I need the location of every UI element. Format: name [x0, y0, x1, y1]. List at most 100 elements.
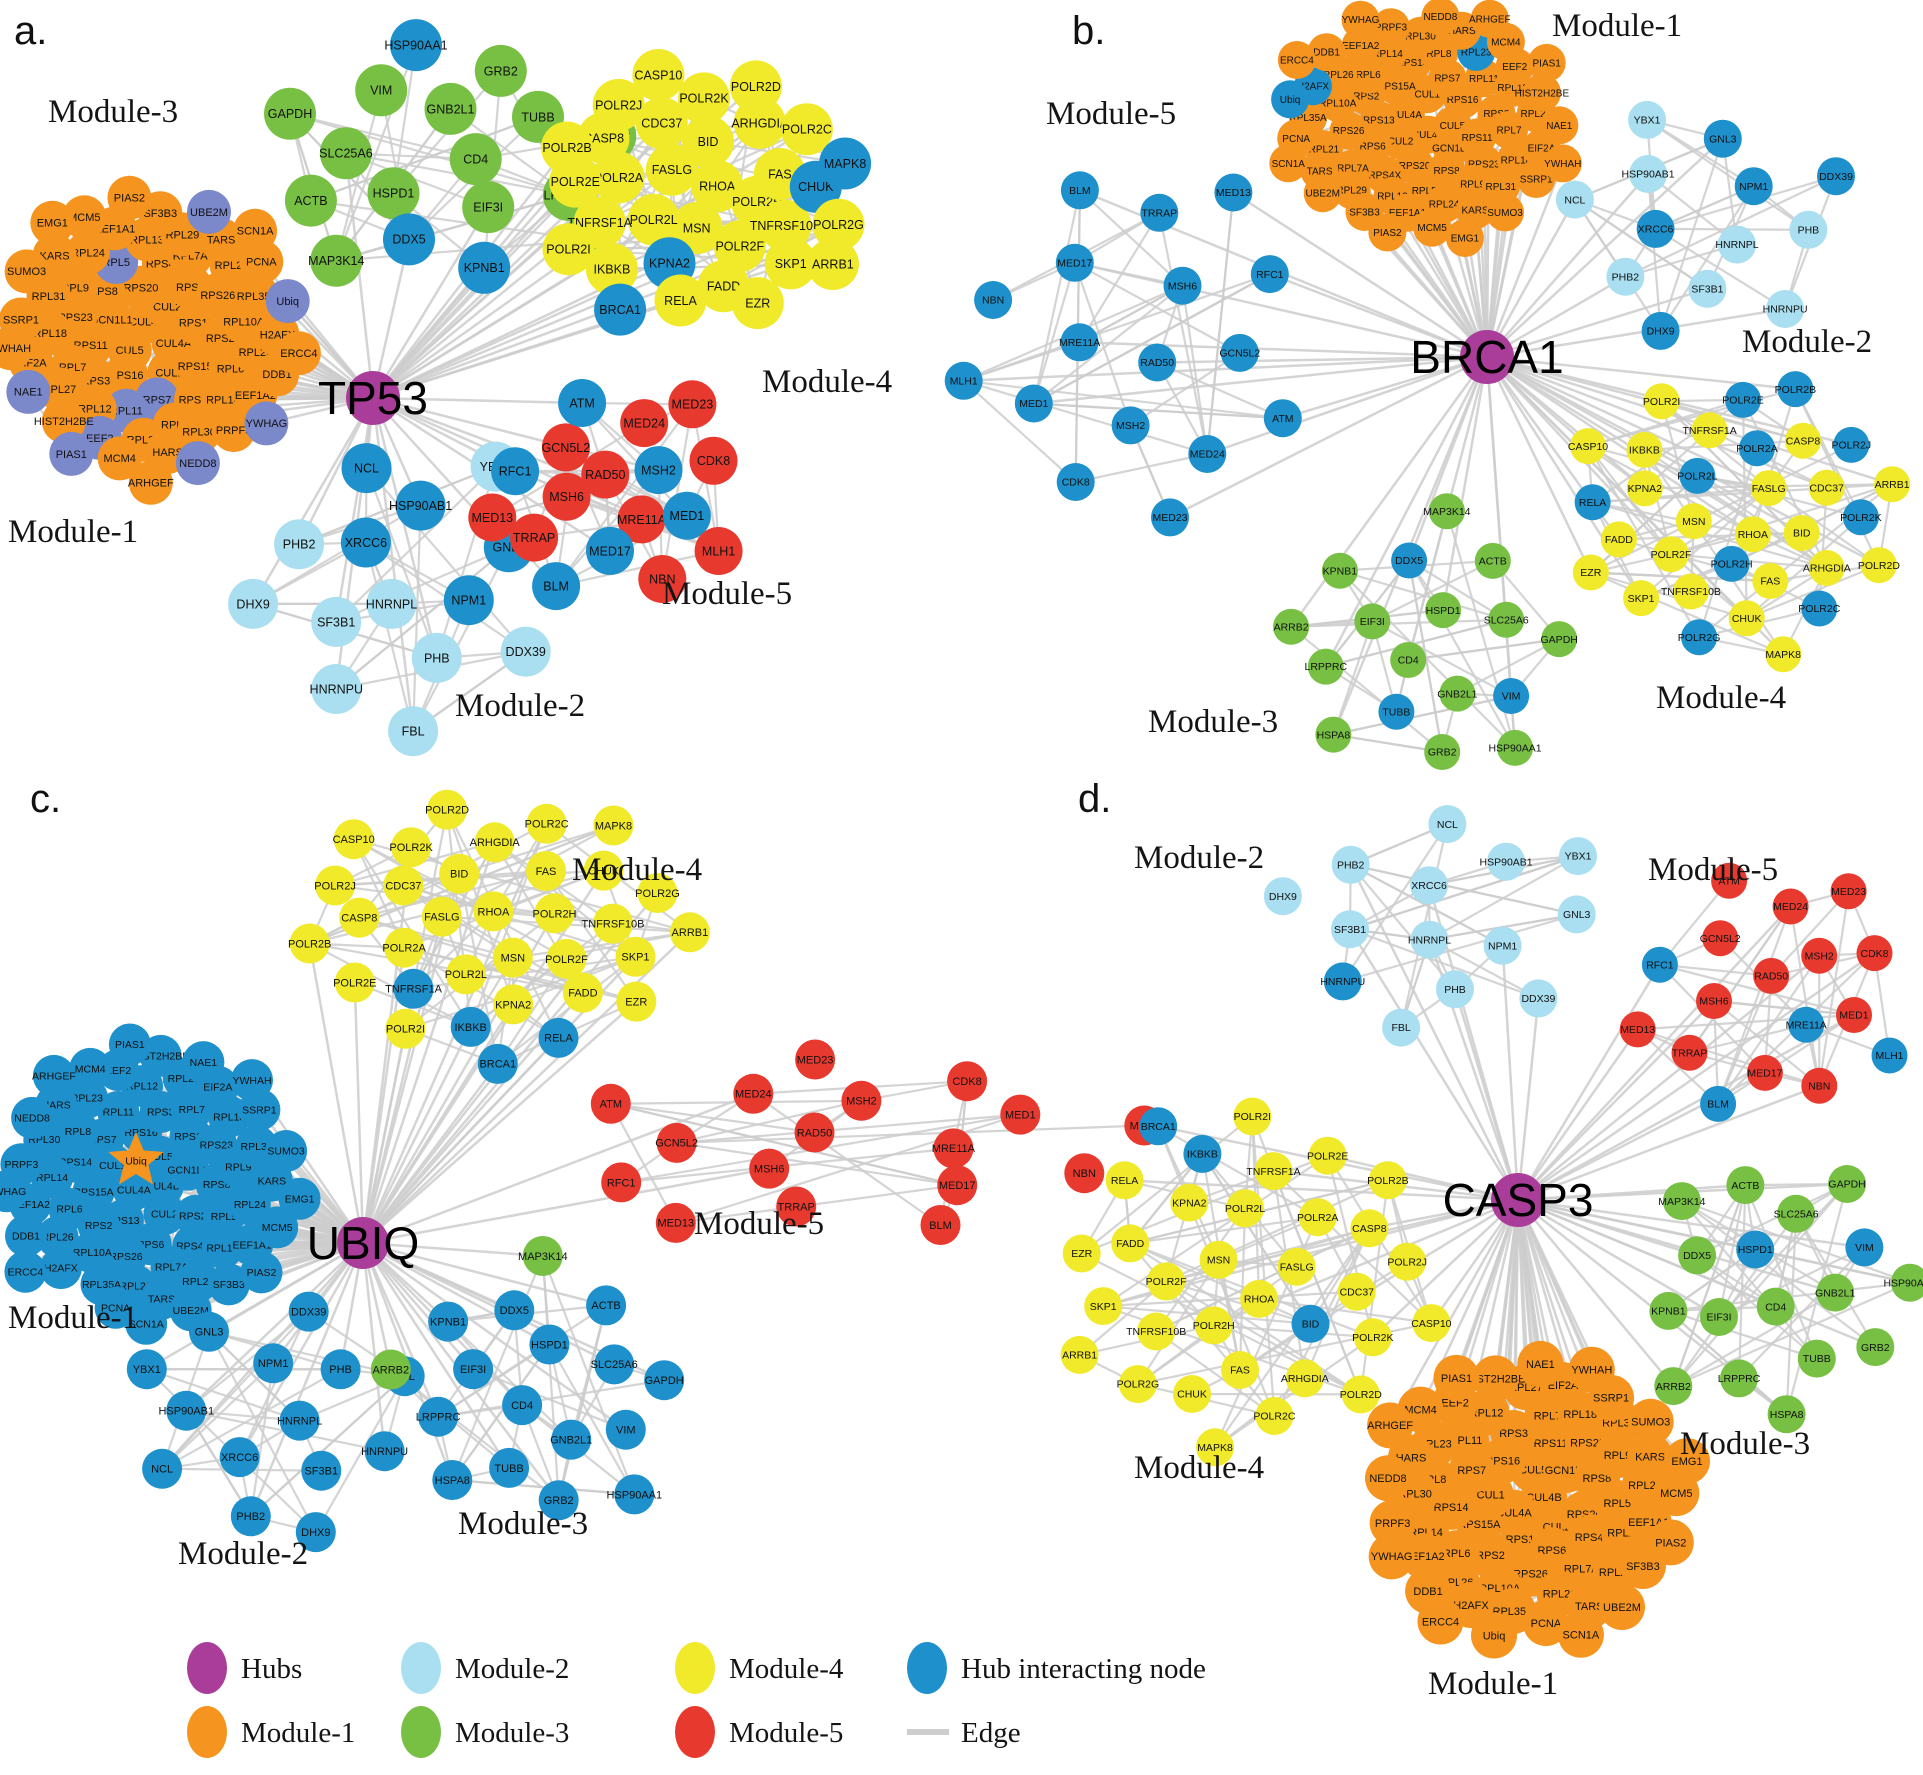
node-PIAS1[interactable]: [49, 431, 94, 476]
node-YWHAG[interactable]: [1368, 1533, 1415, 1580]
node-MAPK8[interactable]: [819, 137, 872, 190]
node-RAD50[interactable]: [1753, 957, 1790, 994]
node-PRPF3[interactable]: [211, 408, 256, 452]
node-HSP90AA1[interactable]: [1891, 1263, 1923, 1302]
node-ACTB[interactable]: [586, 1285, 627, 1326]
node-MAPK8[interactable]: [593, 805, 634, 846]
node-POLR2J[interactable]: [1833, 426, 1870, 463]
node-SUMO3[interactable]: [4, 249, 49, 294]
node-DHX9[interactable]: [1263, 877, 1302, 916]
node-VIM[interactable]: [355, 64, 408, 117]
node-SF3B1[interactable]: [311, 596, 362, 647]
node-HSPD1[interactable]: [1425, 592, 1462, 629]
node-RPL26[interactable]: [36, 1216, 79, 1258]
node-RHOA[interactable]: [473, 891, 514, 932]
node-EMG1[interactable]: [30, 200, 75, 245]
node-EZR[interactable]: [1062, 1234, 1101, 1273]
node-GRB2[interactable]: [474, 44, 527, 97]
node-SF3B1[interactable]: [301, 1450, 342, 1491]
node-CASP10[interactable]: [1412, 1304, 1451, 1343]
node-GRB2[interactable]: [1856, 1328, 1895, 1367]
node-MAPK8[interactable]: [1196, 1428, 1234, 1467]
node-LRPPRC[interactable]: [1307, 648, 1344, 685]
node-GCN5L2[interactable]: [1702, 920, 1739, 957]
hub-node-TP53[interactable]: [346, 371, 400, 425]
node-POLR2K[interactable]: [1353, 1318, 1392, 1357]
node-PIAS1[interactable]: [1433, 1354, 1480, 1401]
node-POLR2E[interactable]: [334, 962, 375, 1003]
node-TRRAP[interactable]: [776, 1186, 817, 1227]
node-SF3B3[interactable]: [207, 1263, 250, 1306]
node-HNRNPL[interactable]: [1718, 225, 1756, 264]
node-POLR2G[interactable]: [1118, 1365, 1157, 1404]
node-MED23[interactable]: [668, 380, 717, 429]
node-POLR2L[interactable]: [1679, 457, 1716, 494]
node-SKP1[interactable]: [1084, 1287, 1123, 1326]
node-NAE1[interactable]: [1517, 1340, 1564, 1387]
node-VIM[interactable]: [1845, 1228, 1884, 1267]
node-SCN1A[interactable]: [125, 1302, 168, 1345]
node-HSP90AB1[interactable]: [166, 1390, 207, 1431]
node-HSP90AB1[interactable]: [395, 480, 446, 531]
node-POLR2G[interactable]: [1681, 619, 1718, 656]
node-CDK8[interactable]: [689, 436, 738, 485]
node-MSH2[interactable]: [1111, 406, 1150, 445]
node-PIAS2[interactable]: [1368, 213, 1407, 252]
node-YWHAG[interactable]: [0, 1170, 28, 1213]
node-POLR2H[interactable]: [1713, 545, 1750, 582]
node-SKP1[interactable]: [764, 237, 817, 290]
node-KPNB1[interactable]: [428, 1301, 469, 1342]
node-POLR2D[interactable]: [427, 789, 468, 830]
node-GNL3[interactable]: [189, 1311, 229, 1352]
node-TUBB[interactable]: [1797, 1339, 1836, 1378]
node-DDX39[interactable]: [1817, 157, 1855, 196]
node-MED17[interactable]: [937, 1165, 978, 1206]
node-Ubiq[interactable]: [265, 279, 310, 324]
node-MRE11A[interactable]: [1788, 1006, 1825, 1043]
node-EIF3I[interactable]: [453, 1349, 494, 1390]
node-POLR2G[interactable]: [812, 198, 865, 251]
node-ARRB2[interactable]: [1273, 608, 1310, 645]
node-PIAS2[interactable]: [240, 1251, 283, 1294]
node-DHX9[interactable]: [1641, 311, 1680, 350]
node-POLR2I[interactable]: [1643, 383, 1680, 420]
node-ACTB[interactable]: [1474, 542, 1511, 579]
node-SCN1A[interactable]: [1557, 1611, 1604, 1658]
node-RPL9[interactable]: [1594, 1432, 1641, 1479]
node-RELA[interactable]: [1105, 1161, 1144, 1200]
node-ARHGDIA[interactable]: [474, 822, 515, 863]
node-GNL3[interactable]: [1703, 119, 1742, 158]
node-MED13[interactable]: [655, 1202, 696, 1243]
node-HNRNPU[interactable]: [1323, 962, 1362, 1001]
node-KPNA2[interactable]: [493, 984, 534, 1025]
node-HNRNPL[interactable]: [279, 1400, 320, 1441]
node-GCN5L2[interactable]: [656, 1122, 697, 1163]
node-POLR2D[interactable]: [729, 60, 782, 113]
node-PIAS1[interactable]: [108, 1023, 151, 1066]
node-POLR2B[interactable]: [1368, 1161, 1407, 1200]
node-HSPD1[interactable]: [529, 1324, 570, 1365]
node-EMG1[interactable]: [1664, 1438, 1710, 1485]
node-MRE11A[interactable]: [1060, 323, 1099, 362]
node-XRCC6[interactable]: [219, 1437, 260, 1478]
node-YWHAH[interactable]: [1568, 1346, 1615, 1393]
node-DDX39[interactable]: [500, 626, 551, 677]
node-POLR2I[interactable]: [385, 1008, 426, 1049]
node-HNRNPL[interactable]: [1410, 920, 1449, 959]
node-MAP3K14[interactable]: [522, 1236, 563, 1276]
node-ARRB1[interactable]: [1060, 1335, 1099, 1374]
node-HSPD1[interactable]: [367, 167, 420, 220]
node-MSH2[interactable]: [1801, 937, 1838, 974]
node-UBE2M[interactable]: [1599, 1584, 1645, 1630]
node-GCN5L2[interactable]: [541, 423, 590, 472]
node-DHX9[interactable]: [228, 578, 279, 629]
node-IKBKB[interactable]: [450, 1006, 491, 1047]
node-POLR2I[interactable]: [542, 223, 595, 276]
node-CHUK[interactable]: [1173, 1375, 1211, 1413]
node-RFC1[interactable]: [1641, 946, 1678, 983]
node-IKBKB[interactable]: [585, 243, 638, 295]
node-NCL[interactable]: [1428, 805, 1467, 844]
node-NAE1[interactable]: [182, 1041, 225, 1084]
node-HSP90AB1[interactable]: [1487, 842, 1526, 881]
node-GRB2[interactable]: [538, 1480, 579, 1521]
